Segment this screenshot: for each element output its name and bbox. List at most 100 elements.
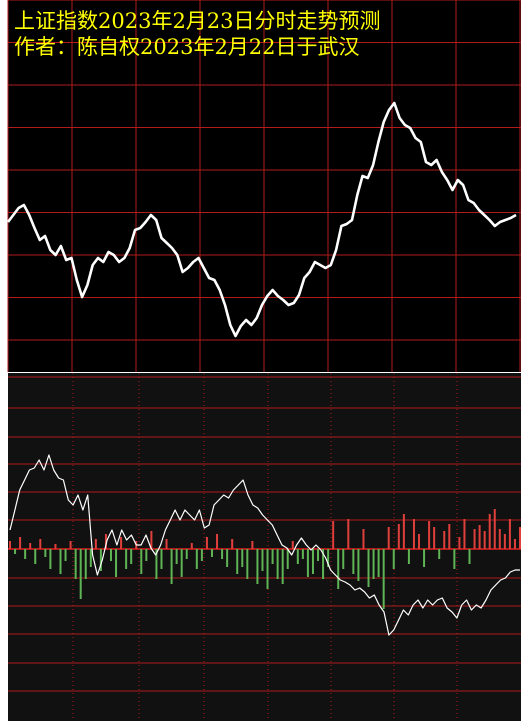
volume-bar	[519, 527, 521, 549]
volume-bar	[200, 549, 203, 561]
volume-bar	[392, 549, 395, 569]
volume-bar	[317, 549, 320, 561]
volume-bar	[412, 519, 415, 549]
volume-bar	[145, 549, 148, 561]
volume-bar	[357, 549, 360, 581]
volume-bar	[407, 549, 410, 564]
volume-bar	[155, 549, 158, 579]
volume-bar	[347, 519, 350, 549]
volume-bar	[251, 541, 254, 549]
volume-bar	[498, 529, 501, 549]
volume-bar	[433, 527, 436, 549]
volume-bar	[352, 549, 355, 574]
volume-bar	[372, 549, 375, 579]
volume-bar	[241, 549, 244, 567]
volume-bar	[418, 534, 421, 549]
volume-bar	[64, 549, 67, 561]
volume-bar	[453, 549, 456, 569]
grid	[7, 0, 521, 721]
volume-bar	[458, 537, 461, 549]
volume-bar	[261, 549, 264, 571]
volume-bar	[367, 549, 370, 587]
volume-bar	[488, 514, 491, 549]
volume-bar	[478, 525, 481, 549]
volume-bar	[311, 549, 314, 574]
volume-bar	[423, 549, 426, 567]
volume-bar	[473, 529, 476, 549]
price-line	[6, 101, 517, 338]
volume-bar	[271, 549, 274, 564]
volume-bar	[382, 549, 385, 609]
volume-bar	[104, 534, 107, 549]
volume-bar	[84, 549, 87, 579]
volume-bar	[49, 549, 52, 569]
volume-bar	[59, 549, 62, 574]
volume-bar	[327, 549, 330, 567]
volume-bar	[125, 549, 128, 569]
volume-bar	[89, 549, 92, 567]
volume-bar	[205, 537, 208, 549]
chart-subtitle: 作者：陈自权2023年2月22日于武汉	[14, 35, 360, 59]
volume-bar	[226, 549, 229, 567]
volume-bar	[9, 541, 11, 549]
volume-bar	[301, 549, 304, 559]
volume-bar	[332, 521, 335, 549]
volume-bar	[175, 549, 178, 564]
volume-bar	[190, 543, 193, 549]
volume-bar	[337, 549, 340, 589]
volume-bar	[443, 531, 446, 549]
volume-bar	[236, 549, 239, 574]
volume-bar	[24, 549, 27, 559]
volume-bar	[34, 549, 37, 564]
volume-bar	[508, 519, 511, 549]
volume-bar	[397, 524, 400, 549]
volume-bar	[362, 529, 365, 549]
volume-bar	[120, 537, 123, 549]
volume-bar	[39, 539, 42, 549]
volume-bar	[94, 539, 97, 549]
volume-bar	[54, 544, 57, 549]
volume-bar	[306, 549, 309, 577]
volume-bar	[428, 521, 431, 549]
volume-bar	[115, 549, 118, 577]
volume-bar	[185, 549, 188, 559]
volume-bar	[231, 539, 234, 549]
volume-bar	[503, 534, 506, 549]
volume-bar	[160, 549, 163, 569]
volume-bar	[448, 524, 451, 549]
volume-bar	[140, 549, 143, 574]
volume-bar	[493, 509, 496, 549]
volume-bar	[216, 534, 219, 549]
volume-bar	[221, 549, 224, 559]
volume-bar	[513, 539, 516, 549]
plot	[6, 101, 521, 636]
volume-bar	[281, 549, 284, 584]
volume-bar	[377, 549, 380, 577]
volume-bar	[109, 549, 112, 561]
volume-bar	[256, 549, 259, 584]
volume-bar	[14, 549, 17, 554]
volume-bar	[74, 549, 77, 579]
volume-bar	[322, 549, 325, 579]
volume-bar	[29, 543, 32, 549]
volume-bar	[483, 531, 486, 549]
volume-bar	[342, 549, 345, 569]
volume-bar	[69, 541, 72, 549]
price-line	[9, 454, 520, 636]
volume-bar	[286, 549, 289, 569]
volume-bar	[438, 549, 441, 559]
volume-bar	[130, 549, 133, 564]
chart-title: 上证指数2023年2月23日分时走势预测	[14, 9, 381, 33]
volume-bar	[402, 514, 405, 549]
volume-bar	[165, 539, 168, 549]
volume-bar	[195, 549, 198, 569]
volume-bar	[180, 549, 183, 577]
volume-bar	[210, 549, 213, 557]
volume-bar	[99, 549, 102, 571]
volume-bar	[44, 549, 47, 557]
volume-bar	[150, 531, 153, 549]
volume-bar	[170, 549, 173, 584]
volume-bar	[79, 549, 82, 599]
volume-bar	[291, 541, 294, 549]
